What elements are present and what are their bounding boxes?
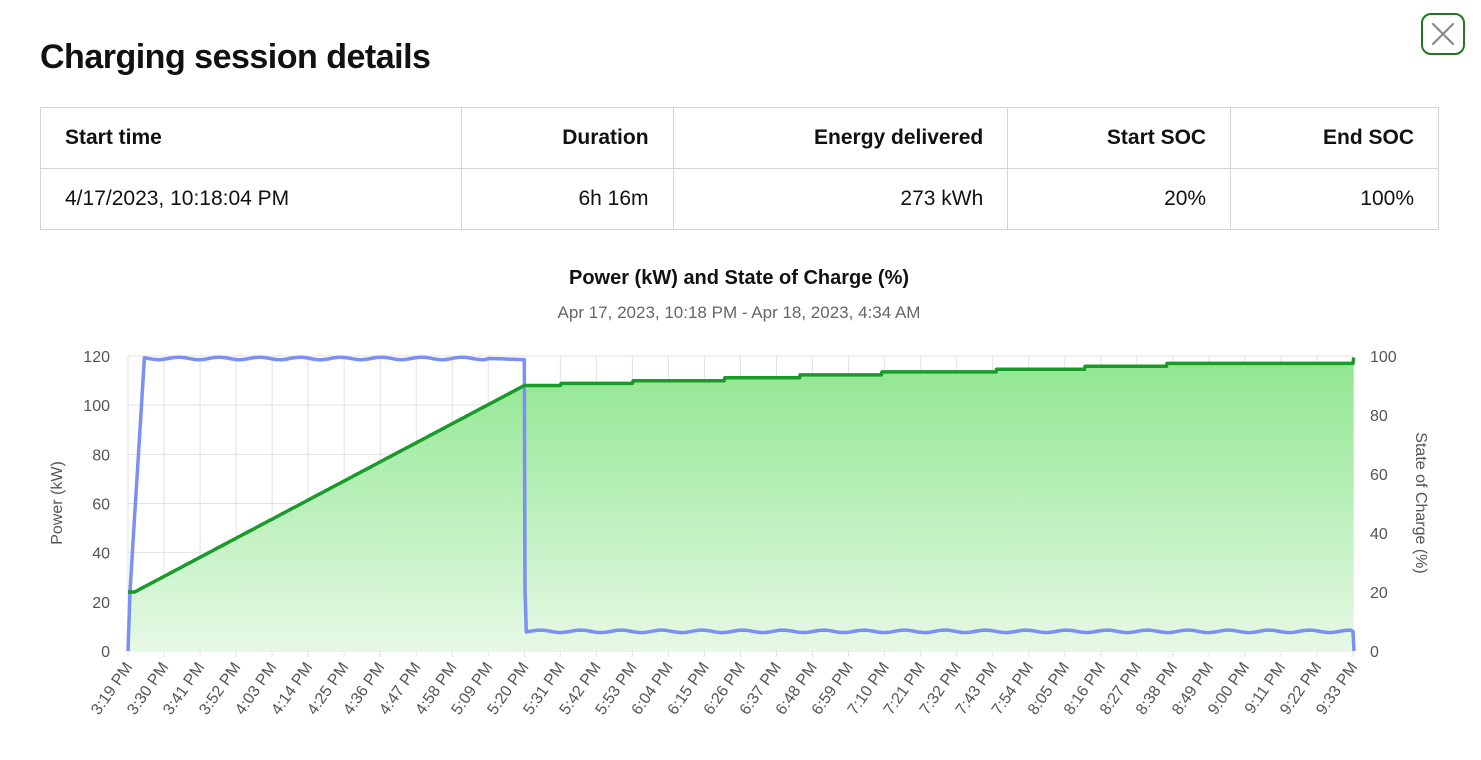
chart-title: Power (kW) and State of Charge (%)	[569, 267, 909, 289]
y-right-tick-label: 20	[1370, 585, 1388, 602]
y-right-tick-label: 60	[1370, 467, 1388, 484]
y-left-tick-label: 120	[83, 349, 110, 366]
table-row: 4/17/2023, 10:18:04 PM 6h 16m 273 kWh 20…	[40, 168, 1439, 230]
session-summary-table: Start time Duration Energy delivered Sta…	[40, 107, 1439, 230]
close-icon	[1431, 22, 1455, 46]
cell-start-soc: 20%	[1007, 168, 1232, 230]
soc-area-fill	[128, 357, 1354, 651]
modal-title: Charging session details	[40, 38, 431, 76]
cell-duration: 6h 16m	[460, 168, 674, 230]
cell-start-time: 4/17/2023, 10:18:04 PM	[40, 168, 462, 230]
header-energy-delivered: Energy delivered	[672, 107, 1009, 169]
header-end-soc: End SOC	[1230, 107, 1439, 169]
table-header-row: Start time Duration Energy delivered Sta…	[40, 107, 1439, 169]
soc-series-line	[128, 357, 1356, 594]
chart-subtitle: Apr 17, 2023, 10:18 PM - Apr 18, 2023, 4…	[558, 303, 921, 322]
cell-energy-delivered: 273 kWh	[672, 168, 1009, 230]
y-left-tick-label: 60	[92, 497, 110, 514]
y-left-tick-label: 0	[101, 644, 110, 661]
y-left-tick-label: 80	[92, 447, 110, 464]
cell-end-soc: 100%	[1230, 168, 1439, 230]
y-right-tick-label: 80	[1370, 408, 1388, 425]
soc-area	[128, 357, 1354, 651]
close-button[interactable]	[1421, 13, 1465, 55]
y-axis-right-title: State of Charge (%)	[1412, 432, 1429, 573]
y-axis-left-title: Power (kW)	[49, 461, 66, 545]
chart-series	[126, 355, 1356, 652]
header-start-soc: Start SOC	[1007, 107, 1232, 169]
y-right-tick-label: 40	[1370, 526, 1388, 543]
y-right-tick-label: 100	[1370, 349, 1397, 366]
power-series-line	[126, 355, 1356, 652]
y-left-tick-label: 20	[92, 595, 110, 612]
header-duration: Duration	[460, 107, 674, 169]
y-right-tick-label: 0	[1370, 644, 1379, 661]
y-left-tick-label: 100	[83, 398, 110, 415]
y-left-tick-label: 40	[92, 546, 110, 563]
